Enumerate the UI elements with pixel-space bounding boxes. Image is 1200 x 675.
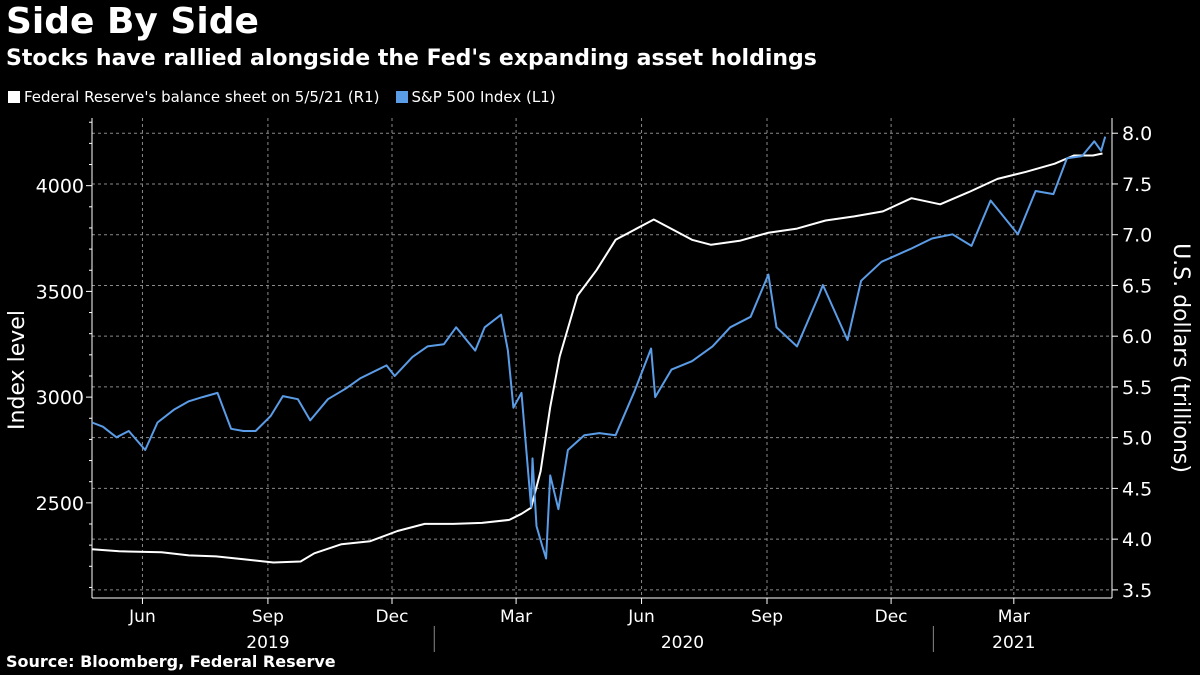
legend-label-spx: S&P 500 Index (L1) — [411, 88, 556, 106]
legend-swatch-fed — [8, 91, 20, 103]
chart-title: Side By Side — [6, 1, 259, 42]
year-label: 2020 — [661, 633, 704, 653]
chart-subtitle: Stocks have rallied alongside the Fed's … — [6, 46, 817, 71]
x-tick-label: Mar — [500, 607, 532, 627]
x-tick-label: Jun — [128, 607, 156, 627]
series-line-fed-balance-sheet — [91, 152, 1103, 564]
x-tick-label: Dec — [376, 607, 409, 627]
right-axis-title: U.S. dollars (trillions) — [1168, 243, 1193, 473]
right-tick-label: 8.0 — [1122, 123, 1152, 145]
right-tick-label: 5.0 — [1122, 428, 1152, 450]
gridlines — [92, 118, 1112, 598]
legend-swatch-spx — [395, 91, 408, 103]
x-tick-label: Mar — [998, 607, 1030, 627]
series-line-sp500 — [91, 136, 1107, 560]
legend-item-fed: Federal Reserve's balance sheet on 5/5/2… — [8, 88, 380, 106]
x-tick-label: Sep — [751, 607, 783, 627]
series-lines — [91, 136, 1107, 564]
axis-labels: 2500 3000 3500 4000 3.5 4.0 4.5 5.0 5.5 6.0 6.5 7.0… — [5, 123, 1193, 653]
right-tick-label: 6.0 — [1122, 326, 1152, 348]
left-tick-label: 3500 — [36, 281, 84, 303]
right-tick-label: 7.5 — [1122, 174, 1152, 196]
right-tick-label: 5.5 — [1122, 377, 1152, 399]
year-label: 2019 — [246, 633, 289, 653]
left-axis-title: Index level — [5, 310, 30, 430]
right-tick-label: 4.5 — [1122, 478, 1152, 500]
right-tick-label: 3.5 — [1122, 580, 1152, 602]
legend-item-spx: S&P 500 Index (L1) — [395, 88, 556, 106]
x-tick-label: Jun — [627, 607, 655, 627]
left-tick-label: 3000 — [36, 387, 84, 409]
year-label: 2021 — [992, 633, 1035, 653]
right-tick-label: 6.5 — [1122, 275, 1152, 297]
left-tick-label: 2500 — [36, 493, 84, 515]
right-tick-label: 7.0 — [1122, 225, 1152, 247]
axes — [86, 118, 1118, 652]
source-note: Source: Bloomberg, Federal Reserve — [6, 652, 336, 671]
legend-label-fed: Federal Reserve's balance sheet on 5/5/2… — [24, 88, 380, 106]
x-tick-label: Dec — [875, 607, 908, 627]
right-tick-label: 4.0 — [1122, 529, 1152, 551]
x-tick-label: Sep — [252, 607, 284, 627]
left-tick-label: 4000 — [36, 176, 84, 198]
legend: Federal Reserve's balance sheet on 5/5/2… — [8, 88, 572, 106]
